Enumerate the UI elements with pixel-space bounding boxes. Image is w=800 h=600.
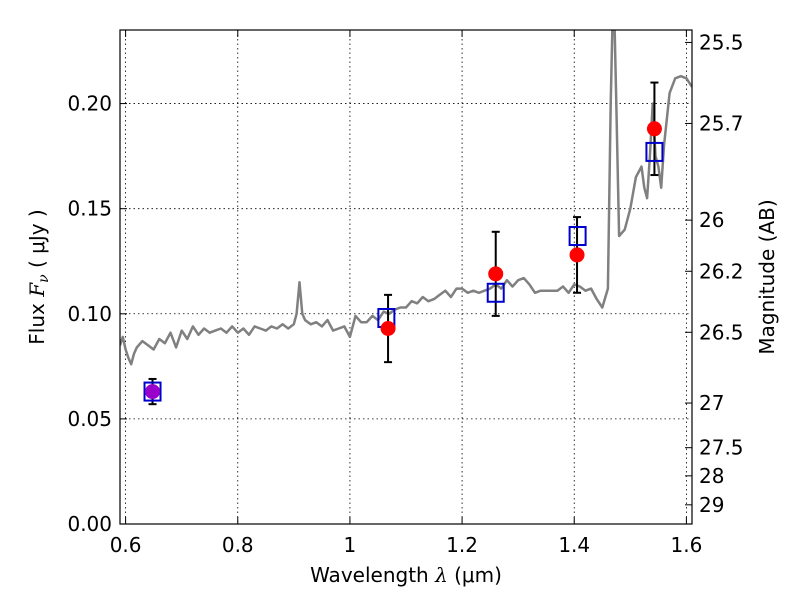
x-tick-label: 0.6	[110, 533, 142, 557]
right-tick-label: 27	[699, 391, 724, 415]
observed-point	[646, 121, 662, 137]
right-tick-label: 25.7	[699, 111, 744, 135]
model-band-square	[486, 282, 505, 303]
y-tick-label: 0.00	[67, 512, 112, 536]
y-axis-label: Flux Fν ( μJy )	[25, 209, 52, 344]
grid-lines	[120, 30, 692, 525]
right-tick-label: 26.5	[699, 320, 744, 344]
y-tick-label: 0.10	[67, 302, 112, 326]
y-axis-label-unit: ( μJy )	[25, 209, 49, 274]
right-axis-label: Magnitude (AB)	[755, 199, 779, 354]
axis-ticks: 0.6 0.8 1 1.2 1.4 1.6 0.00 0.05 0.10 0.15 0.20 25.5…	[67, 30, 744, 557]
model-band-square	[568, 226, 587, 247]
x-tick-label: 1.4	[558, 533, 590, 557]
plot-frame	[119, 29, 693, 525]
model-spectrum-layer	[120, 30, 692, 366]
model-band-square	[143, 381, 162, 402]
y-tick-label: 0.20	[67, 92, 112, 116]
right-tick-label: 27.5	[699, 436, 744, 460]
x-tick-label: 0.8	[222, 533, 254, 557]
observed-point	[488, 266, 504, 282]
x-axis-label-symbol: λ	[434, 563, 448, 587]
observed-point	[569, 247, 585, 263]
data-points-layer	[143, 81, 664, 406]
y-axis-label-subscript: ν	[36, 274, 52, 283]
observed-point	[145, 384, 161, 400]
y-tick-label: 0.05	[67, 407, 112, 431]
y-axis-label-prefix: Flux	[25, 297, 49, 345]
x-tick-label: 1.6	[670, 533, 702, 557]
model-band-square	[645, 141, 664, 162]
right-tick-label: 26.2	[699, 259, 744, 283]
model-spectrum-line	[120, 30, 692, 366]
y-axis-label-symbol: F	[25, 282, 49, 298]
y-tick-label: 0.15	[67, 197, 112, 221]
x-axis-label-prefix: Wavelength	[310, 563, 435, 587]
x-tick-label: 1	[344, 533, 357, 557]
x-axis-label: Wavelength λ (μm)	[310, 563, 502, 587]
x-axis-label-unit: (μm)	[448, 563, 502, 587]
right-tick-label: 26	[699, 208, 724, 232]
x-tick-label: 1.2	[446, 533, 478, 557]
right-tick-label: 28	[699, 464, 724, 488]
right-tick-label: 29	[699, 493, 724, 517]
right-tick-label: 25.5	[699, 30, 744, 54]
observed-point	[380, 321, 396, 337]
